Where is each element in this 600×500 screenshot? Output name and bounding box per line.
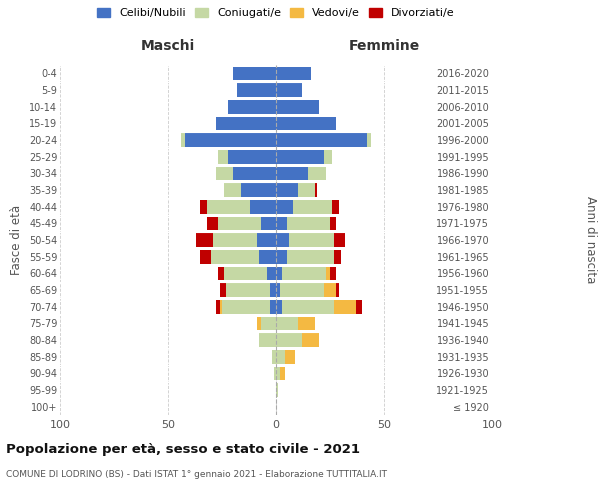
Bar [330, 216, 337, 230]
Bar [269, 300, 276, 314]
Y-axis label: Fasce di età: Fasce di età [10, 205, 23, 275]
Bar [272, 350, 276, 364]
Bar [185, 133, 276, 147]
Bar [276, 233, 289, 247]
Bar [276, 266, 283, 280]
Bar [276, 283, 280, 297]
Text: Femmine: Femmine [349, 38, 419, 52]
Bar [283, 266, 326, 280]
Bar [337, 283, 338, 297]
Text: Popolazione per età, sesso e stato civile - 2021: Popolazione per età, sesso e stato civil… [6, 442, 360, 456]
Bar [298, 183, 315, 197]
Bar [276, 116, 337, 130]
Bar [276, 200, 293, 213]
Bar [207, 200, 250, 213]
Bar [276, 83, 302, 97]
Bar [268, 266, 276, 280]
Bar [214, 233, 257, 247]
Bar [226, 283, 269, 297]
Bar [276, 166, 308, 180]
Bar [293, 200, 332, 213]
Bar [257, 316, 261, 330]
Bar [280, 366, 284, 380]
Bar [284, 350, 295, 364]
Bar [326, 266, 330, 280]
Bar [220, 283, 226, 297]
Bar [215, 300, 220, 314]
Bar [237, 83, 276, 97]
Bar [276, 333, 302, 347]
Bar [287, 216, 330, 230]
Text: Maschi: Maschi [141, 38, 195, 52]
Bar [356, 300, 362, 314]
Bar [276, 100, 319, 114]
Bar [276, 366, 280, 380]
Bar [276, 383, 278, 397]
Bar [229, 150, 276, 164]
Bar [280, 283, 323, 297]
Bar [276, 66, 311, 80]
Bar [274, 366, 276, 380]
Bar [215, 116, 276, 130]
Bar [330, 266, 337, 280]
Bar [196, 233, 214, 247]
Bar [211, 250, 259, 264]
Bar [233, 66, 276, 80]
Bar [215, 166, 233, 180]
Bar [323, 150, 332, 164]
Bar [276, 250, 287, 264]
Bar [207, 216, 218, 230]
Bar [241, 183, 276, 197]
Bar [367, 133, 371, 147]
Bar [229, 100, 276, 114]
Bar [261, 216, 276, 230]
Bar [323, 283, 337, 297]
Bar [276, 150, 323, 164]
Bar [233, 166, 276, 180]
Bar [257, 233, 276, 247]
Text: COMUNE DI LODRINO (BS) - Dati ISTAT 1° gennaio 2021 - Elaborazione TUTTITALIA.IT: COMUNE DI LODRINO (BS) - Dati ISTAT 1° g… [6, 470, 387, 479]
Bar [261, 316, 276, 330]
Bar [218, 150, 229, 164]
Bar [315, 183, 317, 197]
Bar [200, 200, 207, 213]
Bar [302, 333, 319, 347]
Text: Anni di nascita: Anni di nascita [584, 196, 597, 284]
Bar [308, 166, 326, 180]
Bar [250, 200, 276, 213]
Bar [259, 250, 276, 264]
Bar [200, 250, 211, 264]
Bar [224, 266, 268, 280]
Bar [298, 316, 315, 330]
Bar [276, 133, 367, 147]
Bar [276, 350, 284, 364]
Bar [218, 266, 224, 280]
Bar [276, 300, 283, 314]
Bar [334, 300, 356, 314]
Bar [181, 133, 185, 147]
Bar [289, 233, 334, 247]
Bar [283, 300, 334, 314]
Bar [218, 216, 261, 230]
Bar [334, 233, 345, 247]
Bar [269, 283, 276, 297]
Bar [276, 216, 287, 230]
Bar [259, 333, 276, 347]
Bar [276, 183, 298, 197]
Bar [332, 200, 338, 213]
Bar [222, 300, 269, 314]
Legend: Celibi/Nubili, Coniugati/e, Vedovi/e, Divorziati/e: Celibi/Nubili, Coniugati/e, Vedovi/e, Di… [95, 6, 457, 20]
Bar [334, 250, 341, 264]
Bar [287, 250, 334, 264]
Bar [220, 300, 222, 314]
Bar [276, 316, 298, 330]
Bar [224, 183, 241, 197]
